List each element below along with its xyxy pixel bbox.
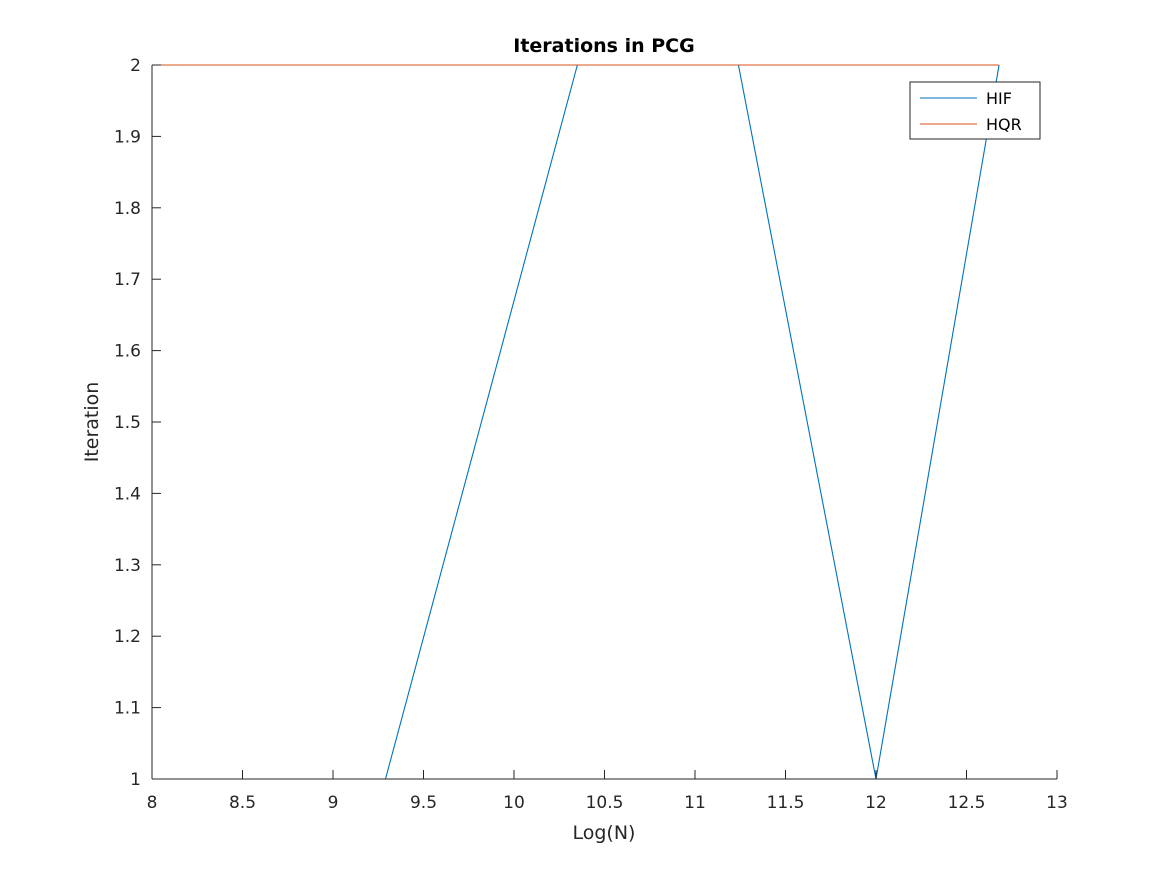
chart-title: Iterations in PCG [513, 35, 694, 57]
x-tick-label: 11 [684, 793, 706, 813]
x-tick-label: 9.5 [410, 793, 437, 813]
x-tick-label: 9 [328, 793, 339, 813]
y-tick-label: 1.6 [114, 342, 141, 362]
y-tick-label: 1.3 [114, 556, 141, 576]
y-tick-label: 1.7 [114, 270, 141, 290]
y-tick-label: 2 [130, 56, 141, 76]
legend-box [909, 81, 1041, 140]
x-tick-label: 12 [865, 793, 887, 813]
plot-background [152, 65, 1057, 779]
x-axis-label: Log(N) [573, 822, 636, 844]
x-tick-label: 11.5 [767, 793, 805, 813]
y-tick-label: 1.2 [114, 627, 141, 647]
x-tick-label: 10.5 [586, 793, 624, 813]
x-tick-label: 8.5 [229, 793, 256, 813]
y-tick-label: 1.9 [114, 127, 141, 147]
axes-layer: 8 8.5 9 9.5 10 10.5 11 11.5 12 12.5 13 1 1.1 1.2 1.3 1.… [114, 56, 1068, 813]
y-axis-label: Iteration [81, 382, 103, 463]
y-tick-label: 1 [130, 770, 141, 790]
plot-area [152, 65, 1057, 779]
y-tick-label: 1.4 [114, 484, 141, 504]
legend-label-hif: HIF [986, 89, 1012, 108]
y-tick-label: 1.1 [114, 699, 141, 719]
legend-label-hqr: HQR [986, 115, 1022, 134]
y-tick-label: 1.8 [114, 199, 141, 219]
x-tick-label: 12.5 [948, 793, 986, 813]
y-tick-label: 1.5 [114, 413, 141, 433]
legend: HIF HQR [909, 81, 1041, 140]
x-tick-label: 10 [503, 793, 525, 813]
x-tick-label: 13 [1046, 793, 1068, 813]
x-tick-label: 8 [147, 793, 158, 813]
